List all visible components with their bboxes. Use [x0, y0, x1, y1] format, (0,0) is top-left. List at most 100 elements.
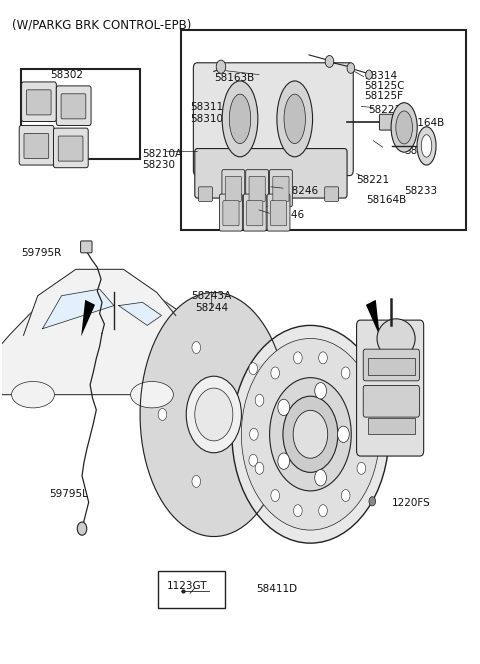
Polygon shape	[24, 270, 176, 394]
Text: 58221: 58221	[357, 175, 390, 185]
Ellipse shape	[12, 382, 54, 408]
FancyBboxPatch shape	[22, 82, 56, 122]
Circle shape	[341, 489, 350, 501]
Text: 58243A
58244: 58243A 58244	[192, 291, 231, 313]
Circle shape	[192, 341, 201, 353]
Ellipse shape	[396, 111, 412, 144]
FancyBboxPatch shape	[19, 125, 54, 165]
Circle shape	[195, 388, 233, 441]
Text: 58125C: 58125C	[364, 80, 404, 90]
Circle shape	[362, 428, 371, 440]
FancyBboxPatch shape	[363, 385, 420, 417]
FancyBboxPatch shape	[53, 128, 88, 168]
FancyBboxPatch shape	[270, 201, 287, 226]
FancyBboxPatch shape	[56, 86, 91, 125]
FancyBboxPatch shape	[379, 114, 393, 130]
Circle shape	[366, 70, 372, 79]
FancyBboxPatch shape	[368, 359, 415, 375]
FancyBboxPatch shape	[199, 187, 213, 201]
Text: 58210A
58230: 58210A 58230	[143, 149, 182, 170]
Circle shape	[255, 462, 264, 474]
Ellipse shape	[391, 103, 417, 152]
Text: 1123GT: 1123GT	[167, 582, 207, 592]
Text: 58411D: 58411D	[257, 584, 298, 594]
Circle shape	[278, 453, 289, 469]
FancyBboxPatch shape	[243, 194, 266, 231]
Text: 58164B: 58164B	[404, 118, 444, 127]
FancyBboxPatch shape	[363, 349, 420, 381]
Circle shape	[315, 382, 326, 399]
FancyBboxPatch shape	[249, 176, 265, 201]
Text: 58314: 58314	[364, 70, 397, 81]
Circle shape	[341, 367, 350, 379]
Text: 58221: 58221	[369, 105, 402, 115]
Circle shape	[325, 56, 334, 68]
FancyBboxPatch shape	[269, 170, 292, 207]
Ellipse shape	[277, 81, 312, 157]
FancyBboxPatch shape	[246, 170, 268, 207]
Text: 59795L: 59795L	[49, 489, 88, 499]
Ellipse shape	[417, 127, 436, 165]
Ellipse shape	[131, 382, 173, 408]
Circle shape	[232, 325, 389, 543]
Circle shape	[347, 63, 355, 73]
Circle shape	[357, 462, 366, 474]
Circle shape	[158, 408, 167, 420]
Text: 58246: 58246	[285, 185, 318, 195]
Circle shape	[337, 426, 349, 442]
FancyBboxPatch shape	[193, 63, 353, 175]
Circle shape	[369, 497, 376, 506]
Circle shape	[249, 363, 257, 374]
Text: 1220FS: 1220FS	[391, 498, 430, 508]
Ellipse shape	[421, 135, 432, 157]
Circle shape	[241, 339, 380, 530]
Polygon shape	[140, 292, 281, 537]
FancyBboxPatch shape	[222, 170, 245, 207]
Circle shape	[283, 396, 338, 472]
FancyBboxPatch shape	[81, 241, 92, 253]
FancyBboxPatch shape	[26, 90, 51, 115]
FancyBboxPatch shape	[267, 194, 290, 231]
Circle shape	[357, 394, 366, 406]
Circle shape	[294, 352, 302, 364]
Text: 58163B: 58163B	[214, 72, 254, 83]
Polygon shape	[119, 302, 161, 325]
Circle shape	[249, 454, 257, 466]
FancyBboxPatch shape	[247, 201, 263, 226]
Ellipse shape	[377, 319, 415, 359]
Polygon shape	[366, 300, 380, 337]
Text: 58164B: 58164B	[366, 195, 407, 205]
Text: 58246: 58246	[271, 210, 304, 220]
Text: 58302: 58302	[50, 70, 83, 80]
FancyBboxPatch shape	[24, 133, 48, 159]
Circle shape	[270, 378, 351, 491]
Circle shape	[294, 505, 302, 517]
FancyBboxPatch shape	[273, 176, 289, 201]
Text: 58233: 58233	[404, 185, 437, 195]
Circle shape	[77, 522, 87, 535]
Circle shape	[315, 469, 326, 486]
Polygon shape	[81, 300, 95, 337]
Text: (W/PARKG BRK CONTROL-EPB): (W/PARKG BRK CONTROL-EPB)	[12, 19, 191, 32]
Circle shape	[186, 376, 241, 453]
Polygon shape	[43, 289, 114, 329]
FancyBboxPatch shape	[61, 94, 86, 119]
Circle shape	[319, 352, 327, 364]
Circle shape	[271, 489, 279, 501]
FancyBboxPatch shape	[21, 69, 140, 159]
Text: 58232: 58232	[404, 146, 437, 156]
FancyBboxPatch shape	[158, 571, 225, 608]
Ellipse shape	[229, 94, 251, 143]
Text: 59795R: 59795R	[21, 248, 61, 258]
Text: 58125F: 58125F	[364, 90, 403, 100]
Circle shape	[271, 367, 279, 379]
Circle shape	[319, 505, 327, 517]
Circle shape	[216, 60, 226, 73]
Text: 58311
58310A: 58311 58310A	[190, 102, 230, 124]
Polygon shape	[0, 286, 200, 394]
Circle shape	[278, 399, 289, 416]
Circle shape	[192, 475, 201, 487]
FancyBboxPatch shape	[225, 176, 241, 201]
Circle shape	[250, 428, 258, 440]
FancyBboxPatch shape	[219, 194, 242, 231]
